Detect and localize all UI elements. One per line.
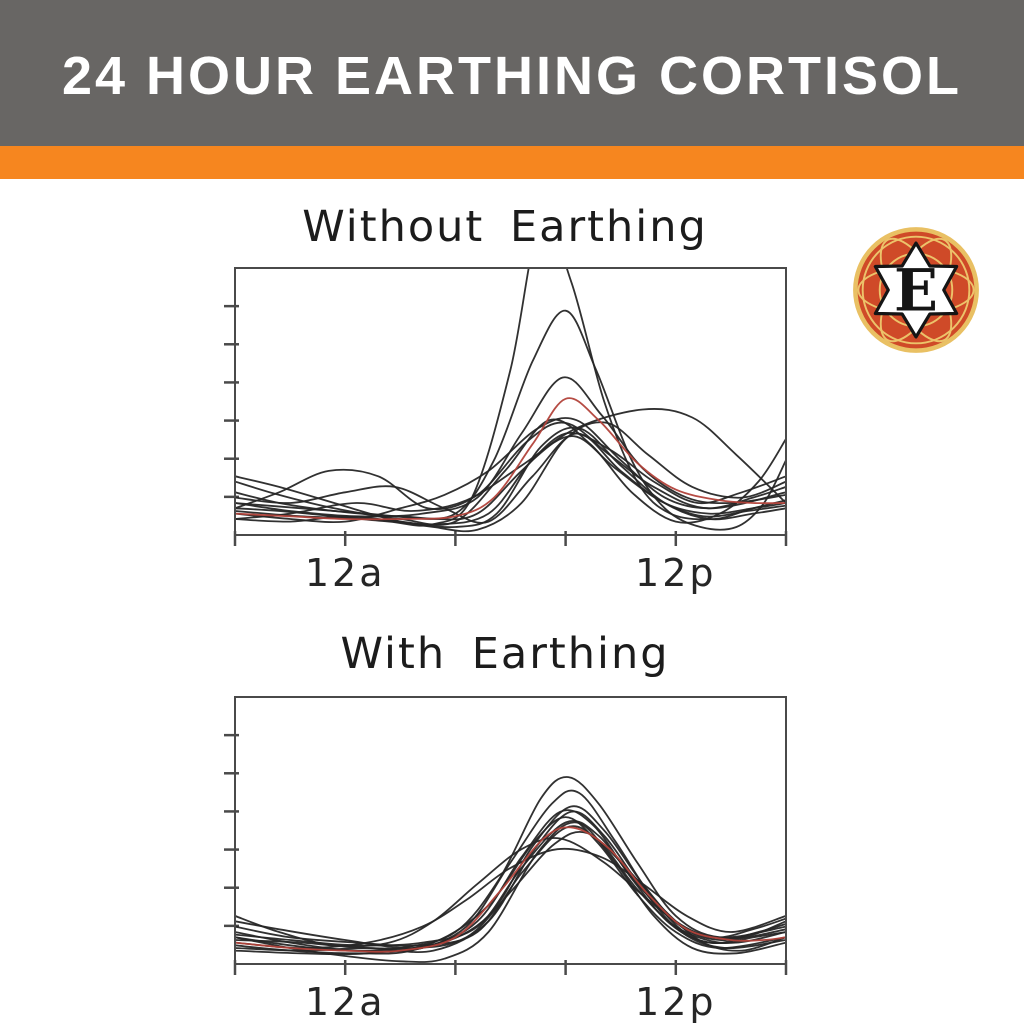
logo-outer-ring bbox=[853, 227, 979, 353]
chart2-canvas: 12a 12p bbox=[224, 696, 788, 1024]
chart1-title: Without Earthing bbox=[302, 202, 708, 252]
logo-star bbox=[873, 241, 959, 339]
chart2-title: With Earthing bbox=[340, 629, 670, 679]
svg-text:12a: 12a bbox=[305, 551, 386, 595]
header-banner: 24 HOUR EARTHING CORTISOL bbox=[0, 0, 1024, 146]
svg-text:12a: 12a bbox=[305, 980, 386, 1024]
svg-text:12p: 12p bbox=[635, 551, 716, 595]
brand-logo: E bbox=[852, 226, 980, 354]
brand-logo-graphic: E bbox=[853, 227, 979, 353]
svg-text:12p: 12p bbox=[635, 980, 716, 1024]
logo-letter: E bbox=[894, 256, 938, 324]
header-title: 24 HOUR EARTHING CORTISOL bbox=[61, 46, 963, 106]
accent-bar bbox=[0, 146, 1024, 179]
chart1-canvas: 12a 12p bbox=[224, 267, 788, 595]
